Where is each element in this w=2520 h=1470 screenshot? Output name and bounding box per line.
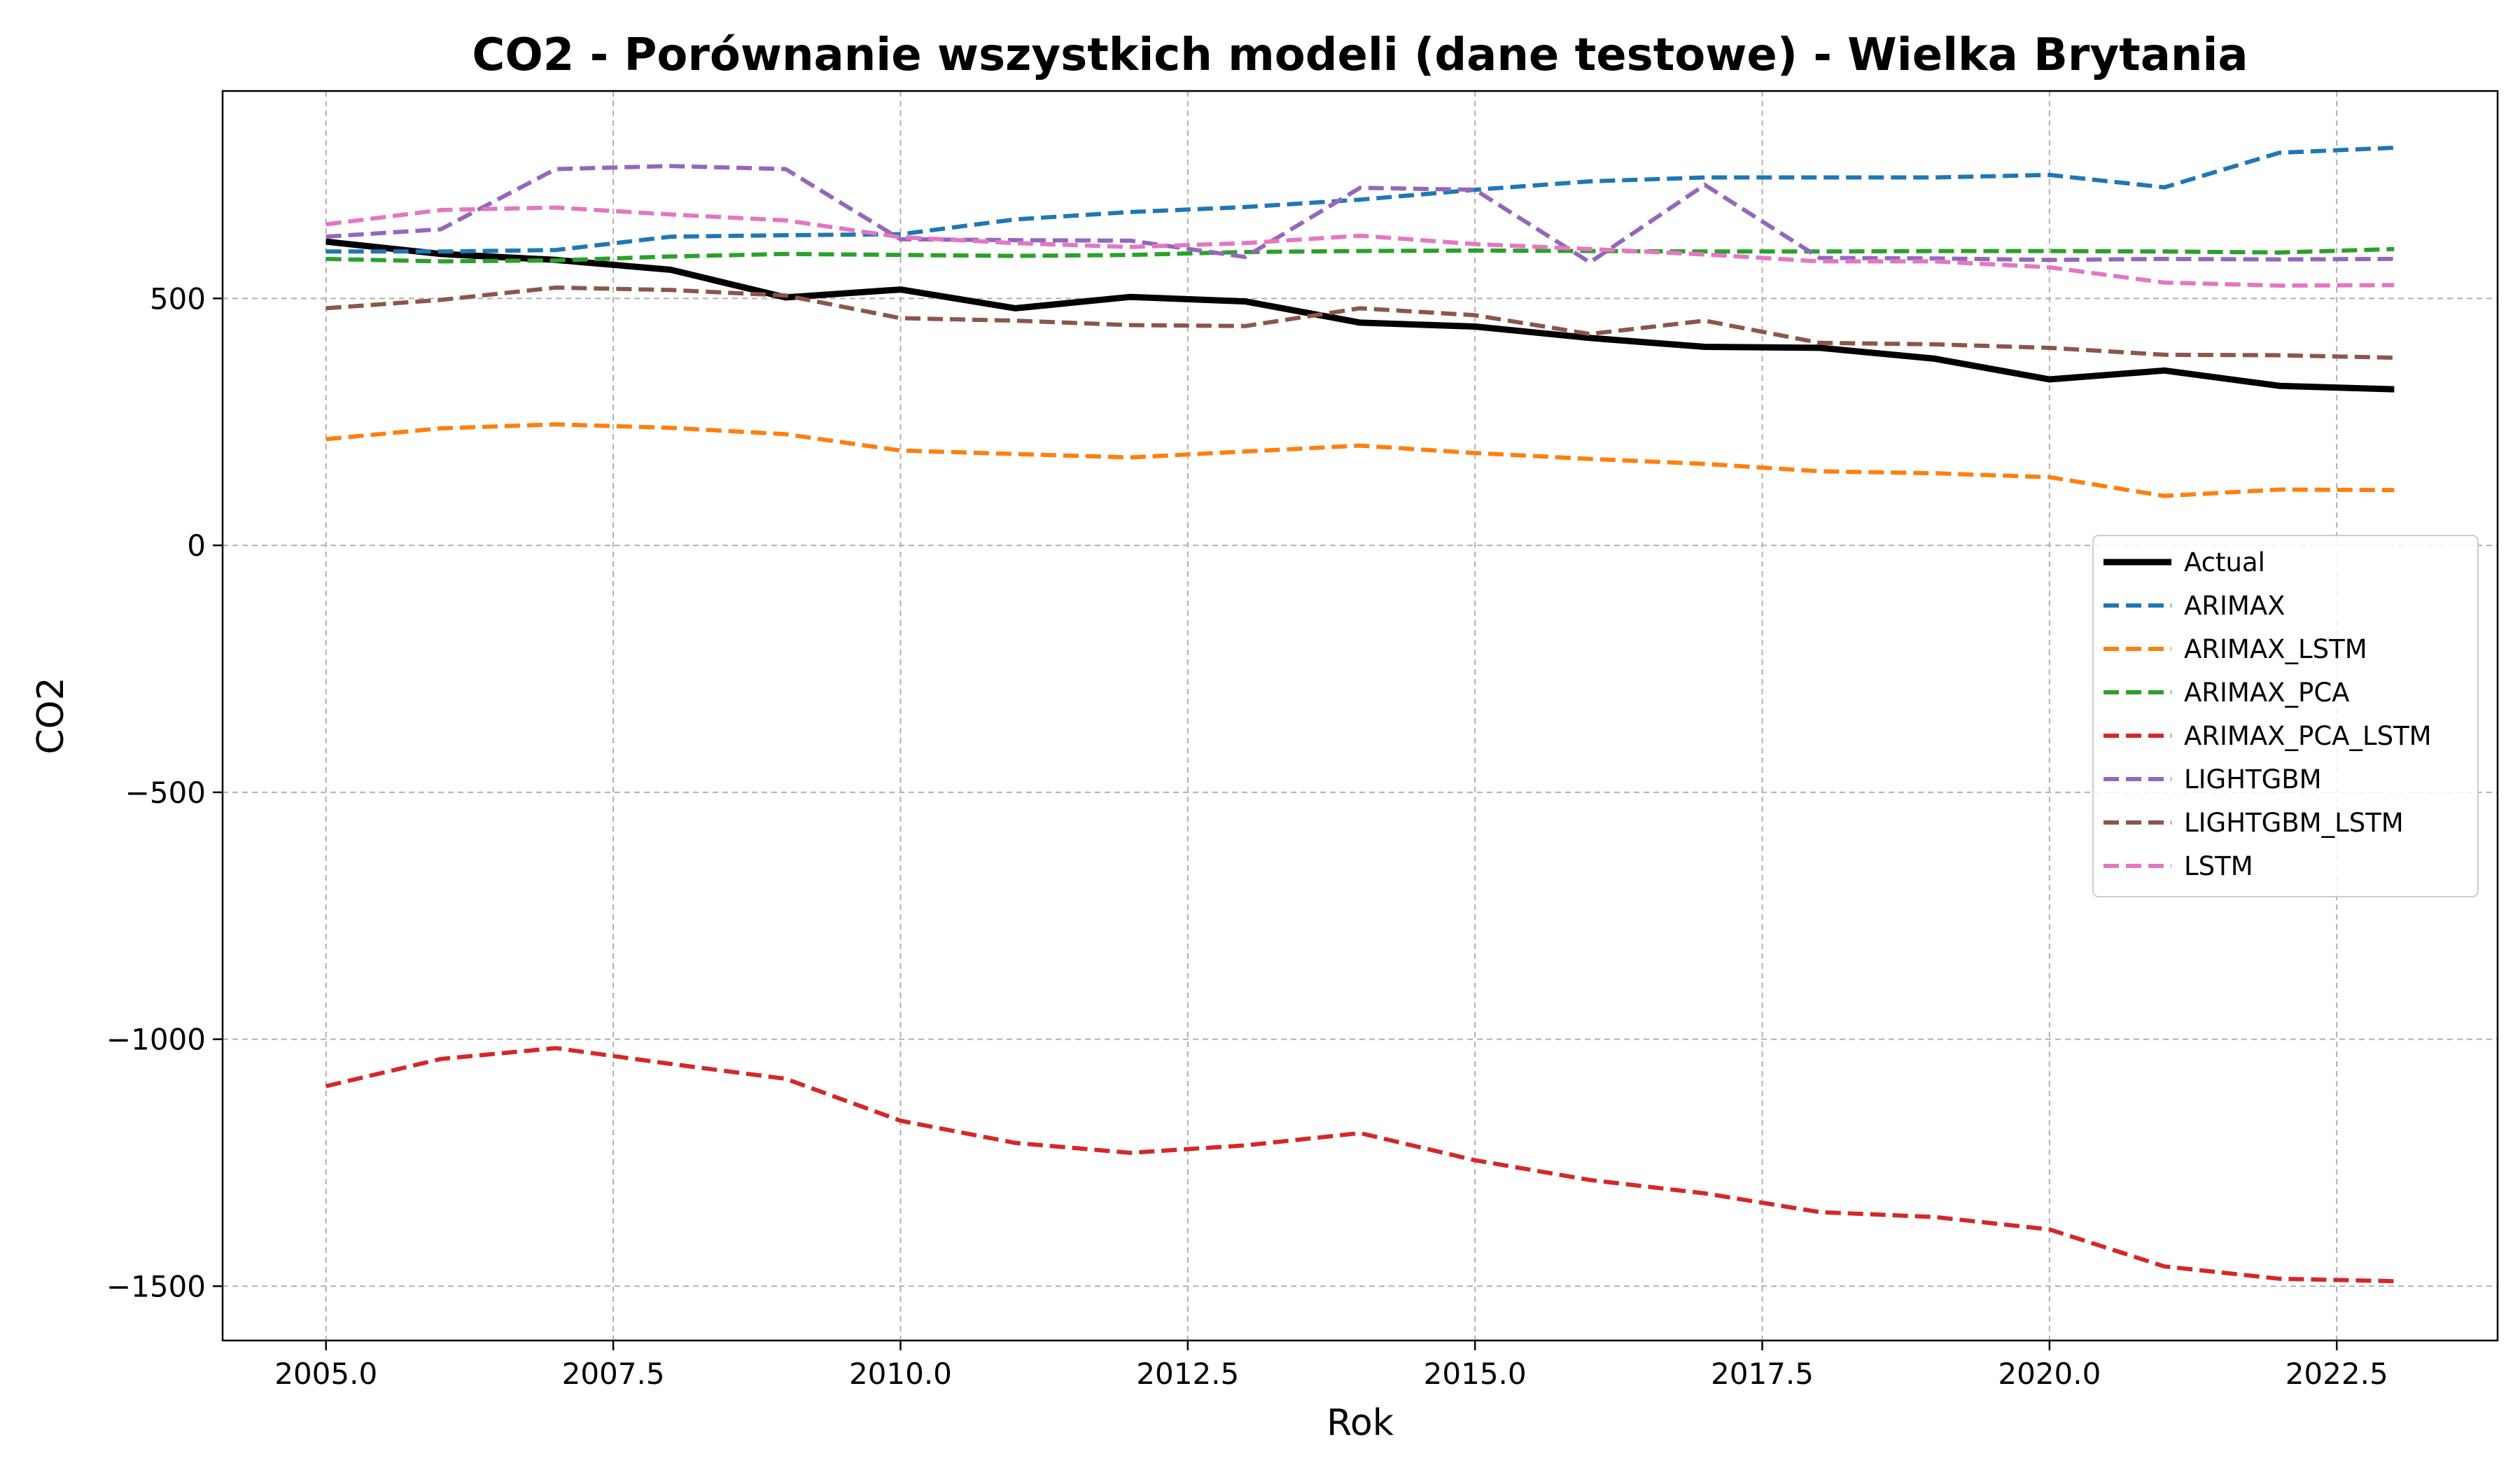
x-tick-label: 2015.0 [1424, 1357, 1527, 1391]
series-line-arimax-pca-lstm [326, 1046, 2395, 1284]
legend-label: ARIMAX_PCA_LSTM [2184, 721, 2432, 751]
legend-label: Actual [2184, 547, 2265, 578]
legend-label: ARIMAX_PCA [2184, 678, 2349, 708]
y-axis-label: CO2 [30, 677, 72, 754]
x-tick-label: 2010.0 [849, 1357, 952, 1391]
y-tick-label: −500 [125, 776, 206, 810]
legend-label: LIGHTGBM_LSTM [2184, 808, 2404, 838]
series-line-arimax-lstm [326, 422, 2395, 498]
x-tick-label: 2020.0 [1998, 1357, 2101, 1391]
axis-ticks: 2005.0 2007.5 2010.0 2012.5 2015.0 2017.5 2020… [106, 281, 2388, 1391]
legend-label: LIGHTGBM [2184, 764, 2322, 794]
legend-box [2092, 535, 2479, 897]
x-tick-label: 2017.5 [1711, 1357, 1814, 1391]
legend-label: ARIMAX [2184, 591, 2286, 621]
legend-label: ARIMAX_LSTM [2184, 634, 2367, 664]
legend-label: LSTM [2184, 851, 2253, 881]
series-group [326, 146, 2395, 1284]
series-line-actual [326, 238, 2395, 393]
legend: Actual ARIMAX ARIMAX_LSTM ARIMAX_PCA ARIMAX_… [2092, 535, 2479, 897]
y-tick-label: −1500 [106, 1269, 206, 1303]
series-line-lstm [326, 205, 2395, 288]
series-line-arimax-pca [326, 246, 2395, 264]
y-tick-label: −1000 [106, 1023, 206, 1057]
y-tick-label: 0 [187, 528, 206, 563]
x-tick-label: 2007.5 [562, 1357, 665, 1391]
chart-title: CO2 - Porównanie wszystkich modeli (dane… [472, 29, 2248, 81]
y-tick-label: 500 [150, 281, 206, 316]
series-line-lightgbm [326, 164, 2395, 265]
plot-frame [221, 90, 2499, 1342]
series-line-arimax [326, 146, 2395, 254]
x-tick-label: 2005.0 [274, 1357, 377, 1391]
x-tick-label: 2012.5 [1136, 1357, 1239, 1391]
series-line-lightgbm-lstm [326, 285, 2395, 360]
x-axis-label: Rok [1326, 1402, 1394, 1444]
x-tick-label: 2022.5 [2286, 1357, 2388, 1391]
